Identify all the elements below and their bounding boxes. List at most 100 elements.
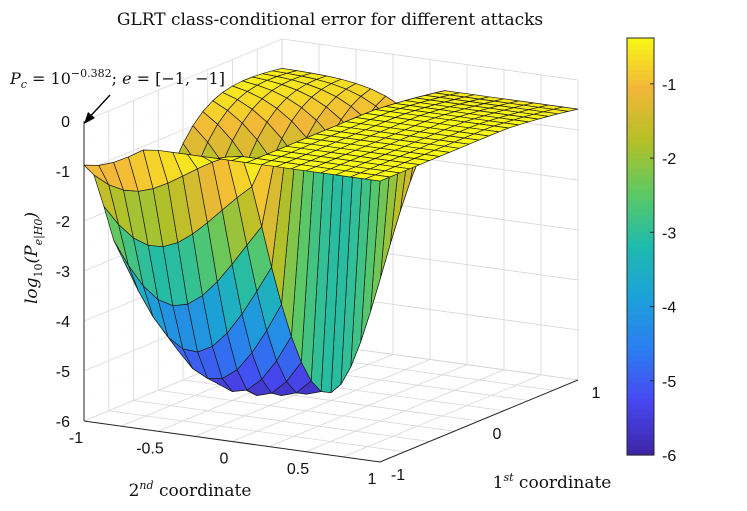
tick-labels: 0-1-2-3-4-5-6-1-0.500.51 -101 — [56, 114, 601, 488]
colorbar-segment — [627, 121, 654, 128]
colorbar-segment — [627, 418, 654, 425]
colorbar-segment — [627, 110, 654, 117]
colorbar-segment — [627, 95, 654, 102]
colorbar-segment — [627, 43, 654, 50]
axes-frame — [83, 121, 579, 463]
colorbar-segment — [627, 74, 654, 81]
gridline-y-floor — [268, 364, 468, 447]
colorbar-segment — [627, 194, 654, 201]
colorbar-segment — [627, 142, 654, 149]
colorbar-segment — [627, 309, 654, 315]
colorbar-segment — [627, 147, 654, 154]
y-tick-label: 0 — [220, 451, 229, 468]
z-axis-label: log10(Pe|H0) — [22, 212, 46, 304]
colorbar-segment — [627, 199, 654, 206]
colorbar-segment — [627, 241, 654, 248]
z-tick-label: -4 — [56, 314, 70, 331]
colorbar-segment — [627, 324, 654, 331]
y-tick-label: -1 — [69, 430, 83, 447]
colorbar-segment — [627, 444, 654, 451]
colorbar-tick-label: -4 — [662, 300, 676, 317]
y-axis-line — [83, 420, 381, 463]
chart-title: GLRT class-conditional error for differe… — [117, 10, 543, 30]
colorbar-tick-label: -5 — [662, 374, 676, 391]
colorbar-segment — [627, 137, 654, 143]
colorbar-segment — [627, 439, 654, 446]
colorbar-segment — [627, 340, 654, 347]
colorbar-segment — [627, 350, 654, 357]
colorbar-segment — [627, 220, 654, 227]
colorbar-segment — [627, 408, 654, 414]
colorbar-segment — [627, 387, 654, 394]
colorbar-segment — [627, 225, 654, 232]
colorbar-segment — [627, 64, 654, 70]
gridline-y-floor — [305, 369, 505, 453]
colorbar-segment — [627, 116, 654, 122]
colorbar-frame — [626, 37, 655, 456]
x-axis-line — [379, 379, 579, 463]
colorbar-segment — [627, 204, 654, 211]
colorbar-segment — [627, 163, 654, 169]
colorbar-segment — [627, 293, 654, 300]
colorbar-segment — [627, 262, 654, 268]
colorbar-segment — [627, 298, 654, 305]
colorbar-segment — [627, 319, 654, 326]
colorbar-segment — [627, 69, 654, 76]
colorbar-segment — [627, 366, 654, 373]
surface-face — [364, 174, 391, 182]
colorbar-segment — [627, 335, 654, 341]
colorbar-segment — [627, 382, 654, 388]
x-tick-label: 0 — [493, 426, 502, 443]
colorbar-segment — [627, 58, 654, 65]
colorbar-segment — [627, 314, 654, 321]
z-tick-label: -3 — [56, 264, 70, 281]
colorbar-segment — [627, 402, 654, 409]
colorbar-segment — [627, 256, 654, 263]
colorbar-segment — [627, 355, 654, 362]
colorbar-tick-label: -2 — [662, 151, 676, 168]
colorbar-segment — [627, 434, 654, 440]
colorbar-segment — [627, 173, 654, 180]
gridline-y-floor — [231, 359, 431, 442]
colorbar-segment — [627, 251, 654, 258]
colorbar-segment — [627, 152, 654, 159]
z-tick-label: -5 — [56, 364, 70, 381]
colorbar-segment — [627, 236, 654, 242]
colorbar-segment — [627, 131, 654, 138]
colorbar-segment — [627, 392, 654, 399]
colorbar-tick-label: -3 — [662, 225, 676, 242]
colorbar-segment — [627, 288, 654, 295]
colorbar-segment — [627, 272, 654, 279]
colorbar-segment — [627, 376, 654, 383]
annotation-text: Pc = 10−0.382; e = [−1, −1] — [9, 67, 225, 91]
colorbar-segment — [627, 126, 654, 133]
colorbar-segment — [627, 267, 654, 274]
colorbar-segment — [627, 449, 654, 456]
z-tick-label: 0 — [61, 114, 70, 131]
annotation-arrow-head — [84, 112, 95, 124]
colorbar-segment — [627, 53, 654, 60]
colorbar-segment — [627, 79, 654, 86]
colorbar-segment — [627, 329, 654, 336]
x-axis-label: 1st coordinate — [493, 471, 612, 493]
colorbar-segment — [627, 397, 654, 404]
colorbar-segment — [627, 168, 654, 175]
z-tick-label: -1 — [56, 164, 70, 181]
colorbar-segment — [627, 38, 654, 44]
gridline-y-floor — [342, 374, 542, 458]
colorbar-segment — [627, 84, 654, 91]
colorbar-segment — [627, 282, 654, 289]
colorbar-segment — [627, 428, 654, 435]
z-tick-label: -2 — [56, 214, 70, 231]
colorbar-segment — [627, 48, 654, 55]
colorbar-segment — [627, 100, 654, 107]
y-tick-label: -0.5 — [136, 440, 164, 457]
colorbar-segment — [627, 90, 654, 96]
y-tick-label: 1 — [368, 471, 377, 488]
colorbar: -1 -2 -3 -4 -5 -6 — [626, 37, 676, 465]
colorbar-segment — [627, 413, 654, 420]
colorbar-segment — [627, 210, 654, 216]
colorbar-segment — [627, 303, 654, 310]
